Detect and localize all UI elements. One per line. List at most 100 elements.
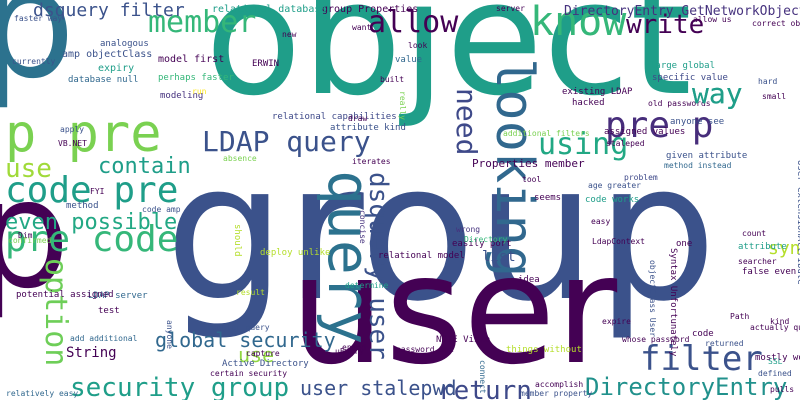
cloud-word: relatively easy <box>6 389 79 398</box>
cloud-word: specific value <box>652 73 728 83</box>
cloud-word: apply <box>60 125 85 134</box>
cloud-word: really <box>398 91 407 120</box>
cloud-word: analogous <box>100 39 149 49</box>
cloud-word: whose password <box>622 335 690 344</box>
cloud-word: way <box>692 77 743 110</box>
cloud-word: password age <box>396 345 454 354</box>
cloud-word: group <box>165 122 717 343</box>
cloud-word: returned <box>705 339 744 348</box>
cloud-word: DirectoryEntry GetNetworkObject <box>564 4 800 19</box>
cloud-word: return <box>438 376 532 400</box>
cloud-word: mostly worked <box>755 353 800 363</box>
cloud-word: regular query <box>207 323 270 332</box>
cloud-word: SSL <box>768 357 783 366</box>
cloud-word: server <box>496 4 525 13</box>
cloud-word: attribute kind <box>330 123 406 133</box>
cloud-word: pre p <box>605 105 714 146</box>
cloud-word: actually query <box>750 323 800 332</box>
cloud-word: LDAP query <box>202 125 371 158</box>
cloud-word: User extensionAttribute <box>795 160 800 285</box>
cloud-word: p <box>0 148 71 322</box>
cloud-word: currently <box>12 57 56 66</box>
cloud-word: attribute <box>738 242 787 252</box>
cloud-word: p pre <box>5 104 162 164</box>
cloud-word: member <box>148 5 257 40</box>
cloud-word: model first <box>158 54 225 65</box>
cloud-word: uEntry <box>335 347 364 356</box>
cloud-word: additional filters <box>503 129 590 138</box>
cloud-word: Dim <box>18 231 33 240</box>
cloud-word: confirmed <box>8 236 52 245</box>
cloud-word: one <box>676 239 693 249</box>
cloud-word: relational model <box>378 251 465 261</box>
cloud-word: modeling <box>160 91 204 101</box>
cloud-word: LDAP server <box>88 291 148 301</box>
cloud-word: Directory <box>464 235 508 244</box>
cloud-word: old passwords <box>648 99 711 108</box>
cloud-word: list <box>482 249 516 265</box>
cloud-word: value <box>395 55 423 65</box>
cloud-word: absence <box>223 154 257 163</box>
cloud-word: deploy unlike <box>260 248 331 258</box>
cloud-word: correct object <box>752 19 800 28</box>
cloud-word: built <box>380 75 405 84</box>
cloud-word: NOTE Visio <box>436 335 491 345</box>
cloud-word: Path <box>730 312 750 321</box>
cloud-word: DirectoryEntry <box>585 373 788 400</box>
cloud-word: new <box>282 30 297 39</box>
cloud-word: security group <box>70 373 290 400</box>
cloud-word: object <box>205 0 692 131</box>
cloud-word: run <box>192 87 207 96</box>
cloud-word: determine <box>345 281 389 290</box>
cloud-word: pre code <box>5 219 179 260</box>
cloud-word: database null <box>68 75 139 85</box>
cloud-word: ERWIN <box>252 59 280 69</box>
cloud-word: use <box>5 154 52 184</box>
cloud-word: method instead <box>664 161 732 170</box>
cloud-word: global security <box>155 328 336 352</box>
cloud-word: test <box>98 306 120 316</box>
cloud-word: idea <box>518 275 540 285</box>
cloud-word: syntax <box>768 238 800 259</box>
cloud-word: user stalepwd <box>300 376 457 400</box>
cloud-word: capture <box>246 349 280 358</box>
cloud-word: iterates <box>352 157 391 166</box>
cloud-word: easily port <box>452 239 512 249</box>
cloud-word: expire <box>602 317 631 326</box>
cloud-word: way <box>692 77 743 110</box>
cloud-word: dsquery user <box>363 172 393 360</box>
cloud-word: relational database <box>212 4 327 15</box>
cloud-word: need <box>450 88 483 156</box>
cloud-word: code <box>692 329 714 339</box>
cloud-word: defined <box>758 369 792 378</box>
cloud-word: String <box>66 345 117 361</box>
cloud-word: group Properties <box>322 4 419 15</box>
cloud-word: pulls <box>770 385 795 394</box>
cloud-word: false even <box>742 267 797 277</box>
cloud-word: staleped <box>606 139 645 148</box>
cloud-word: perhaps faster <box>158 73 234 83</box>
cloud-word: Syntax Unfortunately <box>668 248 678 357</box>
cloud-word: should <box>232 224 242 257</box>
cloud-word: wrong <box>456 225 481 234</box>
cloud-word: contain <box>98 154 191 179</box>
cloud-word: potential assigned <box>16 290 114 300</box>
cloud-word: using <box>538 127 629 162</box>
cloud-word: faster way <box>14 14 63 23</box>
cloud-word: connect <box>478 360 487 394</box>
cloud-word: VB.NET <box>58 139 87 148</box>
cloud-word: small <box>762 92 787 101</box>
cloud-word: dsquery filter <box>33 0 185 21</box>
cloud-word: problem <box>624 173 658 182</box>
cloud-word: given attribute <box>666 151 748 161</box>
cloud-word: FYI <box>90 187 105 196</box>
cloud-word: Active Directory <box>222 359 309 369</box>
cloud-word: accomplish <box>535 380 584 389</box>
cloud-word: p <box>0 0 76 112</box>
cloud-word: things without <box>506 345 582 355</box>
cloud-word: code pre <box>5 170 179 211</box>
cloud-word: draw <box>348 114 368 123</box>
cloud-word: even possible <box>5 210 178 235</box>
cloud-word: amp objectClass <box>62 49 153 60</box>
cloud-word: count <box>742 229 767 238</box>
